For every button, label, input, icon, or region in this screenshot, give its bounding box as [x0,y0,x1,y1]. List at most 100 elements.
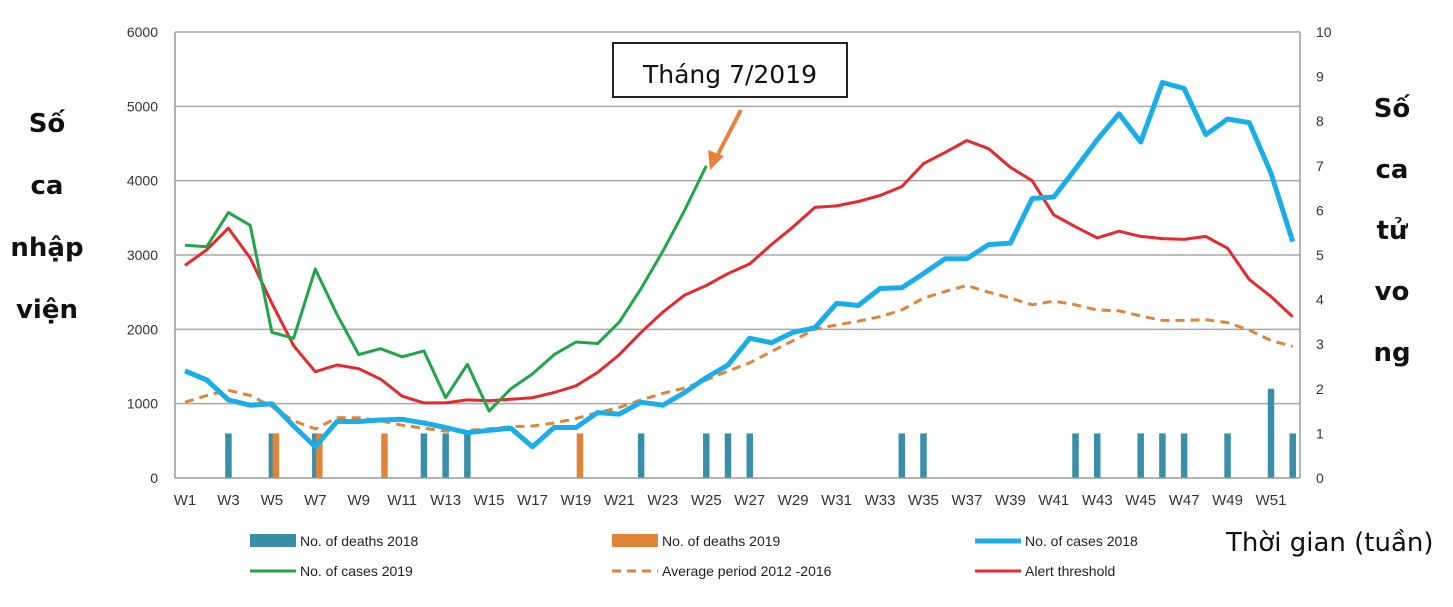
left-tick-label: 1000 [127,396,158,412]
death-bar-2018 [225,433,232,478]
right-tick-label: 10 [1316,24,1332,40]
death-bar-2018 [1159,433,1166,478]
x-tick-label: W7 [304,492,327,509]
x-tick-label: W49 [1212,492,1243,509]
series-alert-threshold [184,139,1294,405]
legend-item: Alert threshold [975,563,1115,579]
right-tick-label: 4 [1316,292,1324,308]
death-bar-2018 [1267,388,1275,478]
legend-item: No. of deaths 2019 [612,533,781,549]
x-tick-label: W39 [995,492,1026,509]
callout-arrow-shaft [714,109,743,159]
right-axis-label-line: tử [1376,216,1408,246]
right-tick-label: 0 [1316,470,1324,486]
right-tick-label: 8 [1316,113,1324,129]
left-tick-label: 5000 [127,98,158,114]
right-tick-label: 5 [1316,247,1324,263]
gridlines [175,31,1300,405]
left-tick-label: 2000 [127,321,158,337]
x-tick-label: W17 [517,492,548,509]
left-axis-label-line: Số [28,109,66,139]
x-tick-label: W51 [1256,492,1287,509]
right-axis-label-line: ng [1373,338,1411,368]
death-bar-2019 [316,433,323,478]
legend-item: No. of deaths 2018 [250,533,419,549]
legend-swatch [250,534,296,547]
callout-box: Tháng 7/2019 [612,42,848,98]
series-no-of-cases-2019 [184,165,708,413]
callout-arrow-head [708,150,724,170]
series-no-of-cases-2018 [184,80,1296,450]
x-tick-label: W37 [951,492,982,509]
x-tick-label: W19 [561,492,592,509]
legend-item: Average period 2012 -2016 [612,563,832,579]
legend-label: No. of cases 2018 [1025,533,1138,549]
x-tick-label: W21 [604,492,635,509]
death-bar-2018 [1093,433,1101,478]
death-bar-2018 [703,433,710,478]
x-tick-label: W5 [261,492,284,509]
right-tick-label: 6 [1316,202,1324,218]
death-bar-2018 [1072,433,1079,478]
x-tick-label: W15 [474,492,505,509]
right-axis-label-line: vo [1374,277,1410,307]
x-axis-title: Thời gian (tuần) [1226,528,1434,558]
right-tick-label: 9 [1316,69,1324,85]
death-bar-2018 [442,433,449,478]
x-tick-label: W35 [908,492,939,509]
left-tick-label: 4000 [127,173,158,189]
legend-label: No. of deaths 2018 [300,533,419,549]
x-tick-label: W13 [430,492,461,509]
x-tick-label: W27 [734,492,765,509]
left-axis-label-line: nhập [10,233,84,263]
case-lines [184,80,1296,450]
series-average-period-2012-2016 [184,284,1294,433]
x-tick-label: W31 [821,492,852,509]
legend-item: No. of cases 2018 [975,533,1138,549]
left-axis-label-line: viện [15,295,78,325]
legend-label: Average period 2012 -2016 [662,563,832,579]
axes [174,32,1301,479]
left-tick-label: 6000 [127,24,158,40]
death-bar-2019 [381,433,388,478]
left-tick-label: 3000 [127,247,158,263]
right-tick-label: 3 [1316,336,1324,352]
legend-item: No. of cases 2019 [250,563,413,579]
right-tick-label: 2 [1316,381,1324,397]
x-tick-label: W1 [174,492,197,509]
x-tick-label: W3 [217,492,240,509]
right-axis-label-line: ca [1375,155,1409,185]
death-bar-2018 [312,433,319,478]
left-axis-label-line: ca [30,171,64,201]
left-tick-label: 0 [150,470,158,486]
death-bar-2018 [1224,433,1231,478]
x-tick-label: W9 [348,492,371,509]
x-tick-label: W11 [387,492,417,509]
legend-label: No. of deaths 2019 [662,533,781,549]
legend: No. of deaths 2018 No. of deaths 2019 No. … [250,533,1138,579]
right-axis-label-line: Số [1373,94,1411,124]
death-bar-2018 [1289,433,1296,478]
death-bar-2018 [1180,433,1188,478]
right-tick-label: 1 [1316,425,1324,441]
x-tick-label: W25 [691,492,722,509]
x-tick-label: W23 [647,492,678,509]
death-bar-2018 [898,433,906,478]
x-tick-label: W45 [1125,492,1156,509]
legend-label: No. of cases 2019 [300,563,413,579]
death-bar-2019 [272,433,280,478]
death-bar-2018 [420,433,428,478]
death-bar-2018 [746,433,753,478]
x-tick-label: W43 [1082,492,1113,509]
right-tick-label: 7 [1316,158,1324,174]
left-axis-label: Số ca nhập viện [4,100,90,348]
x-tick-label: W29 [778,492,809,509]
callout-arrow [708,109,743,170]
legend-label: Alert threshold [1025,563,1115,579]
death-bars [225,388,1296,478]
legend-swatch [612,534,658,547]
x-tick-label: W33 [865,492,896,509]
death-bar-2018 [637,433,645,478]
right-axis-label: Số ca tử vo ng [1362,86,1422,391]
